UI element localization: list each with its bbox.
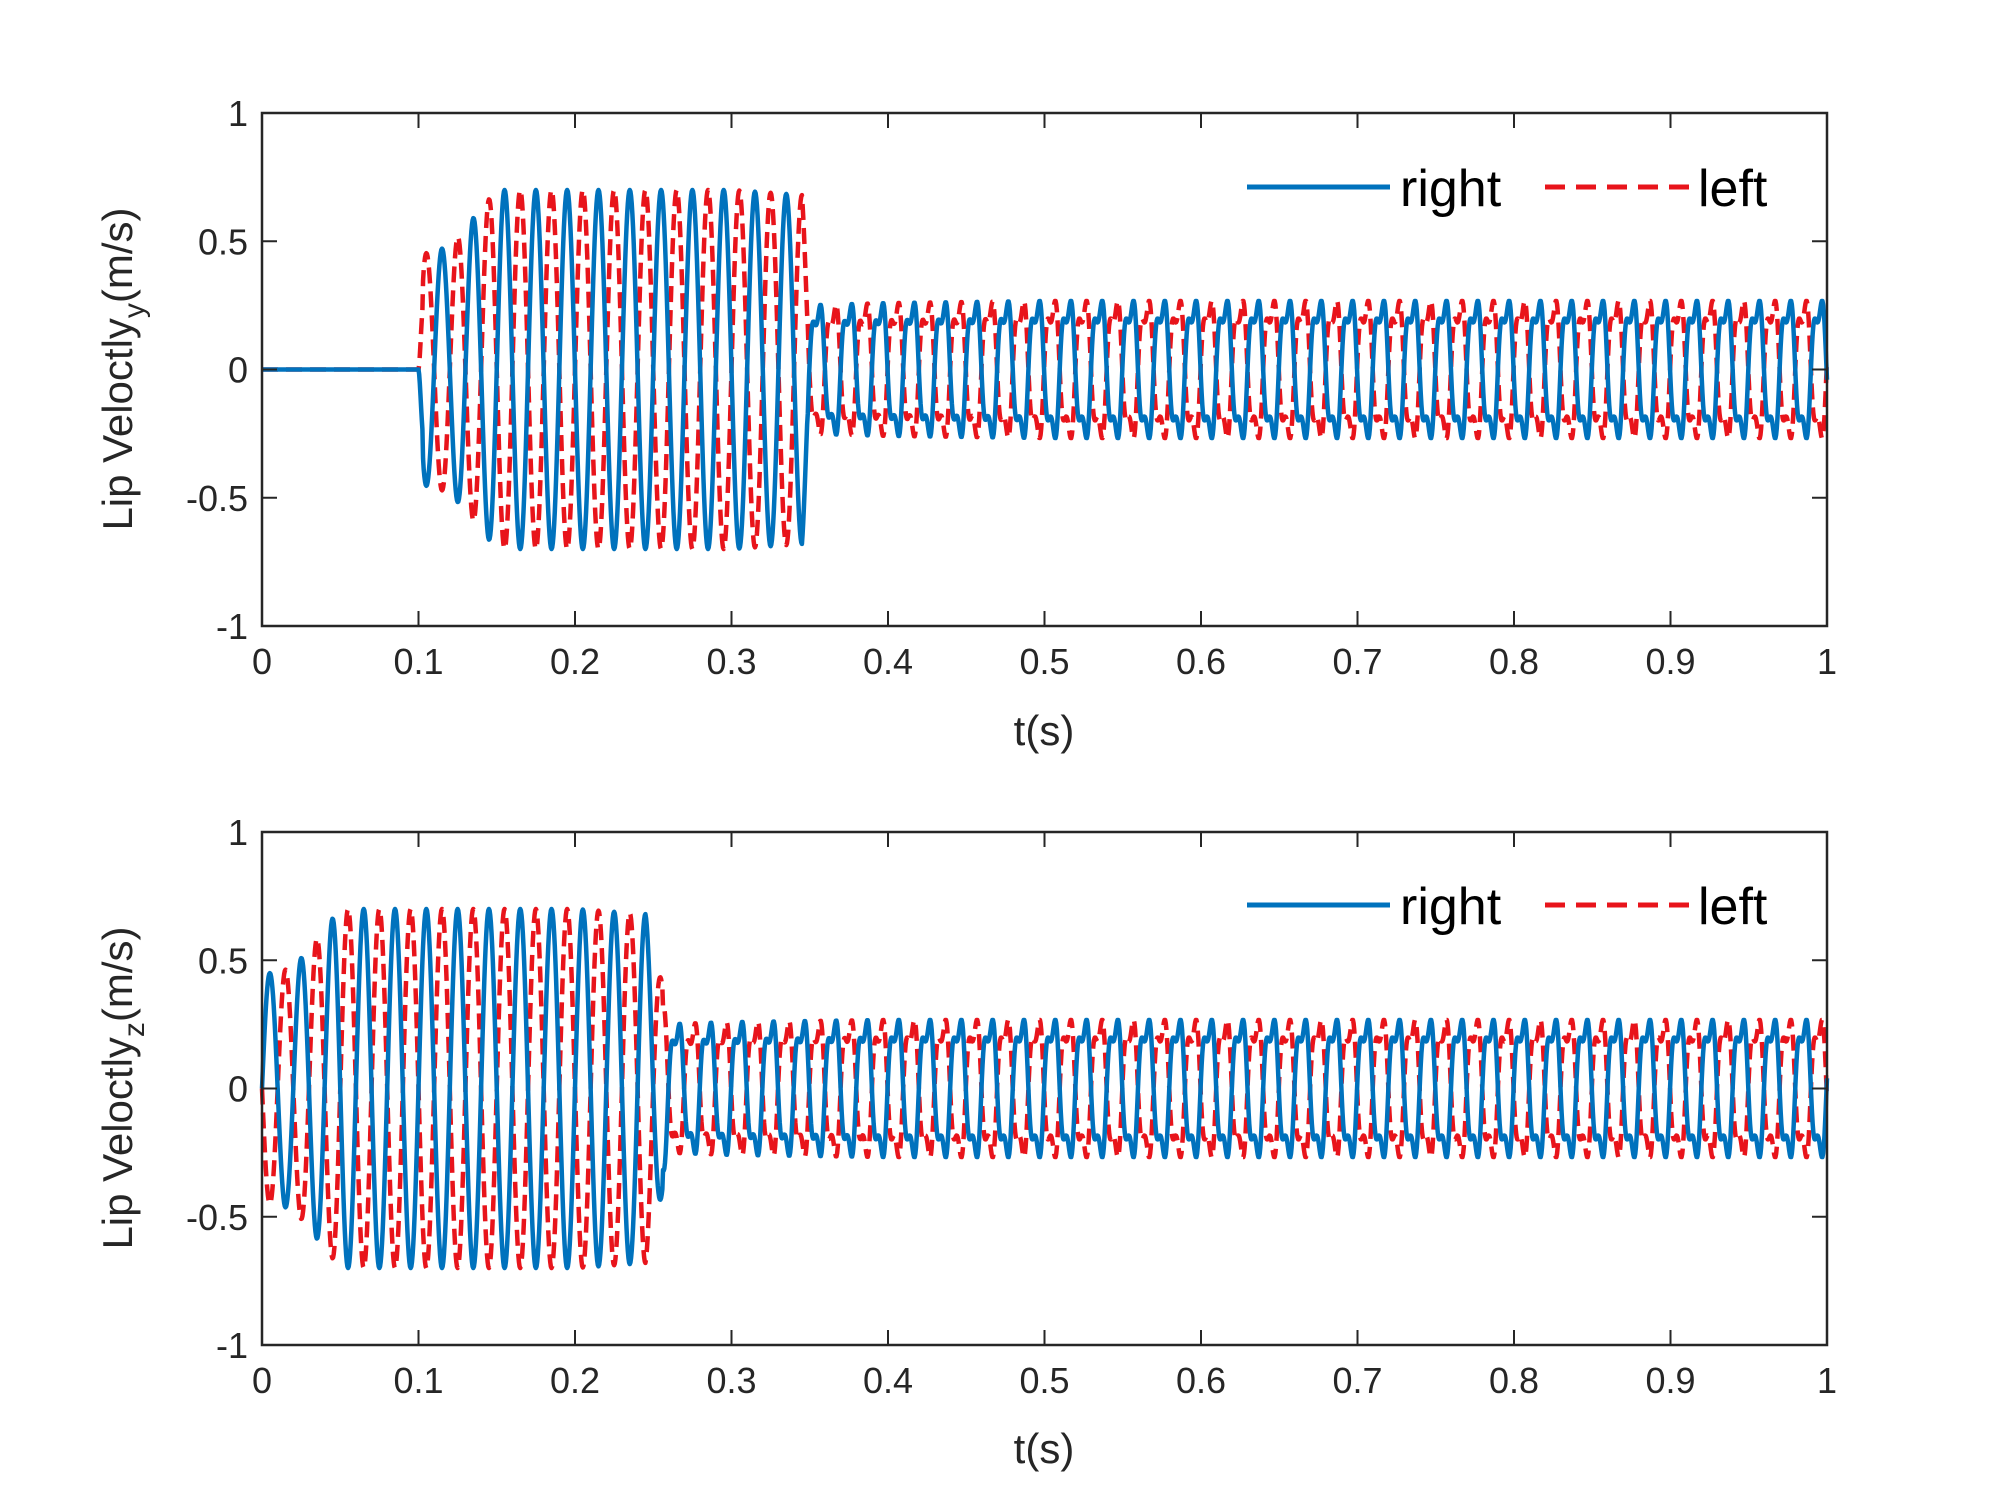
subplot-top-ytick-label: 1 [228, 93, 248, 134]
subplot-bottom-ylabel-subscript: z [118, 1022, 151, 1037]
subplot-top-xtick-label: 0.2 [550, 641, 600, 682]
subplot-bottom-ytick-label: 0.5 [198, 940, 248, 981]
subplot-top-ytick-label: 0.5 [198, 221, 248, 262]
subplot-top-xtick-label: 0.7 [1332, 641, 1382, 682]
subplot-bottom-xtick-label: 0.7 [1332, 1360, 1382, 1401]
subplot-bottom-series-right [259, 906, 1830, 1271]
subplot-top-xtick-label: 0.8 [1489, 641, 1539, 682]
subplot-bottom-ylabel-base: Lip Veloctly [94, 1037, 141, 1249]
subplot-top-legend: right left [1247, 160, 1768, 218]
subplot-bottom-ytick-label: 1 [228, 812, 248, 853]
subplot-top-traces [260, 187, 1830, 552]
subplot-bottom-ticks: 0 0.1 0.2 0.3 0.4 0.5 0.6 0.7 0.8 0.9 1 -1 -0.5 0 0.5 1 [186, 812, 1837, 1401]
subplot-bottom-ylabel: Lip Veloctlyz(m/s) [94, 926, 151, 1249]
subplot-top-ylabel-unit: (m/s) [94, 207, 141, 303]
subplot-bottom-ytick-label: -0.5 [186, 1197, 248, 1238]
subplot-top-legend-label-right: right [1400, 160, 1502, 218]
subplot-top-xtick-label: 0.5 [1019, 641, 1069, 682]
subplot-top-ylabel: Lip Veloctlyy(m/s) [94, 207, 151, 530]
subplot-top-legend-label-left: left [1698, 160, 1768, 218]
subplot-top-ytick-label: -1 [216, 606, 248, 647]
subplot-top-series-right [260, 187, 1830, 552]
subplot-bottom-legend-label-left: left [1698, 878, 1768, 936]
subplot-bottom-xtick-label: 0 [252, 1360, 272, 1401]
subplot-top-xtick-label: 0.1 [393, 641, 443, 682]
subplot-top-xtick-label: 0 [252, 641, 272, 682]
subplot-bottom-xtick-label: 0.3 [706, 1360, 756, 1401]
subplot-bottom: 0 0.1 0.2 0.3 0.4 0.5 0.6 0.7 0.8 0.9 1 -1 -0.5 0 0.5 1… [94, 812, 1837, 1472]
subplot-bottom-legend: right left [1247, 878, 1768, 936]
subplot-top-xtick-label: 0.9 [1645, 641, 1695, 682]
subplot-bottom-ytick-label: -1 [216, 1325, 248, 1366]
subplot-bottom-legend-label-right: right [1400, 878, 1502, 936]
subplot-bottom-traces [259, 906, 1830, 1271]
subplot-bottom-ytick-label: 0 [228, 1069, 248, 1110]
subplot-bottom-ylabel-unit: (m/s) [94, 926, 141, 1022]
subplot-bottom-xtick-label: 0.1 [393, 1360, 443, 1401]
subplot-bottom-xtick-label: 0.4 [863, 1360, 913, 1401]
subplot-bottom-xtick-label: 0.5 [1019, 1360, 1069, 1401]
subplot-top-xtick-label: 0.3 [706, 641, 756, 682]
subplot-top-ytick-label: -0.5 [186, 478, 248, 519]
subplot-top-xtick-label: 0.6 [1176, 641, 1226, 682]
subplot-bottom-xtick-label: 1 [1817, 1360, 1837, 1401]
subplot-top-ylabel-subscript: y [118, 303, 151, 318]
subplot-bottom-xtick-label: 0.9 [1645, 1360, 1695, 1401]
subplot-top: 0 0.1 0.2 0.3 0.4 0.5 0.6 0.7 0.8 0.9 1 -1 -0.5 0 0.5 1… [94, 93, 1837, 754]
subplot-top-ticks: 0 0.1 0.2 0.3 0.4 0.5 0.6 0.7 0.8 0.9 1 -1 -0.5 0 0.5 1 [186, 93, 1837, 682]
subplot-top-ylabel-base: Lip Veloctly [94, 318, 141, 530]
subplot-top-xlabel: t(s) [1014, 707, 1075, 754]
subplot-top-xtick-label: 0.4 [863, 641, 913, 682]
subplot-bottom-xlabel: t(s) [1014, 1425, 1075, 1472]
subplot-bottom-xtick-label: 0.6 [1176, 1360, 1226, 1401]
subplot-bottom-xtick-label: 0.2 [550, 1360, 600, 1401]
subplot-bottom-xtick-label: 0.8 [1489, 1360, 1539, 1401]
subplot-top-xtick-label: 1 [1817, 641, 1837, 682]
subplot-top-ytick-label: 0 [228, 350, 248, 391]
